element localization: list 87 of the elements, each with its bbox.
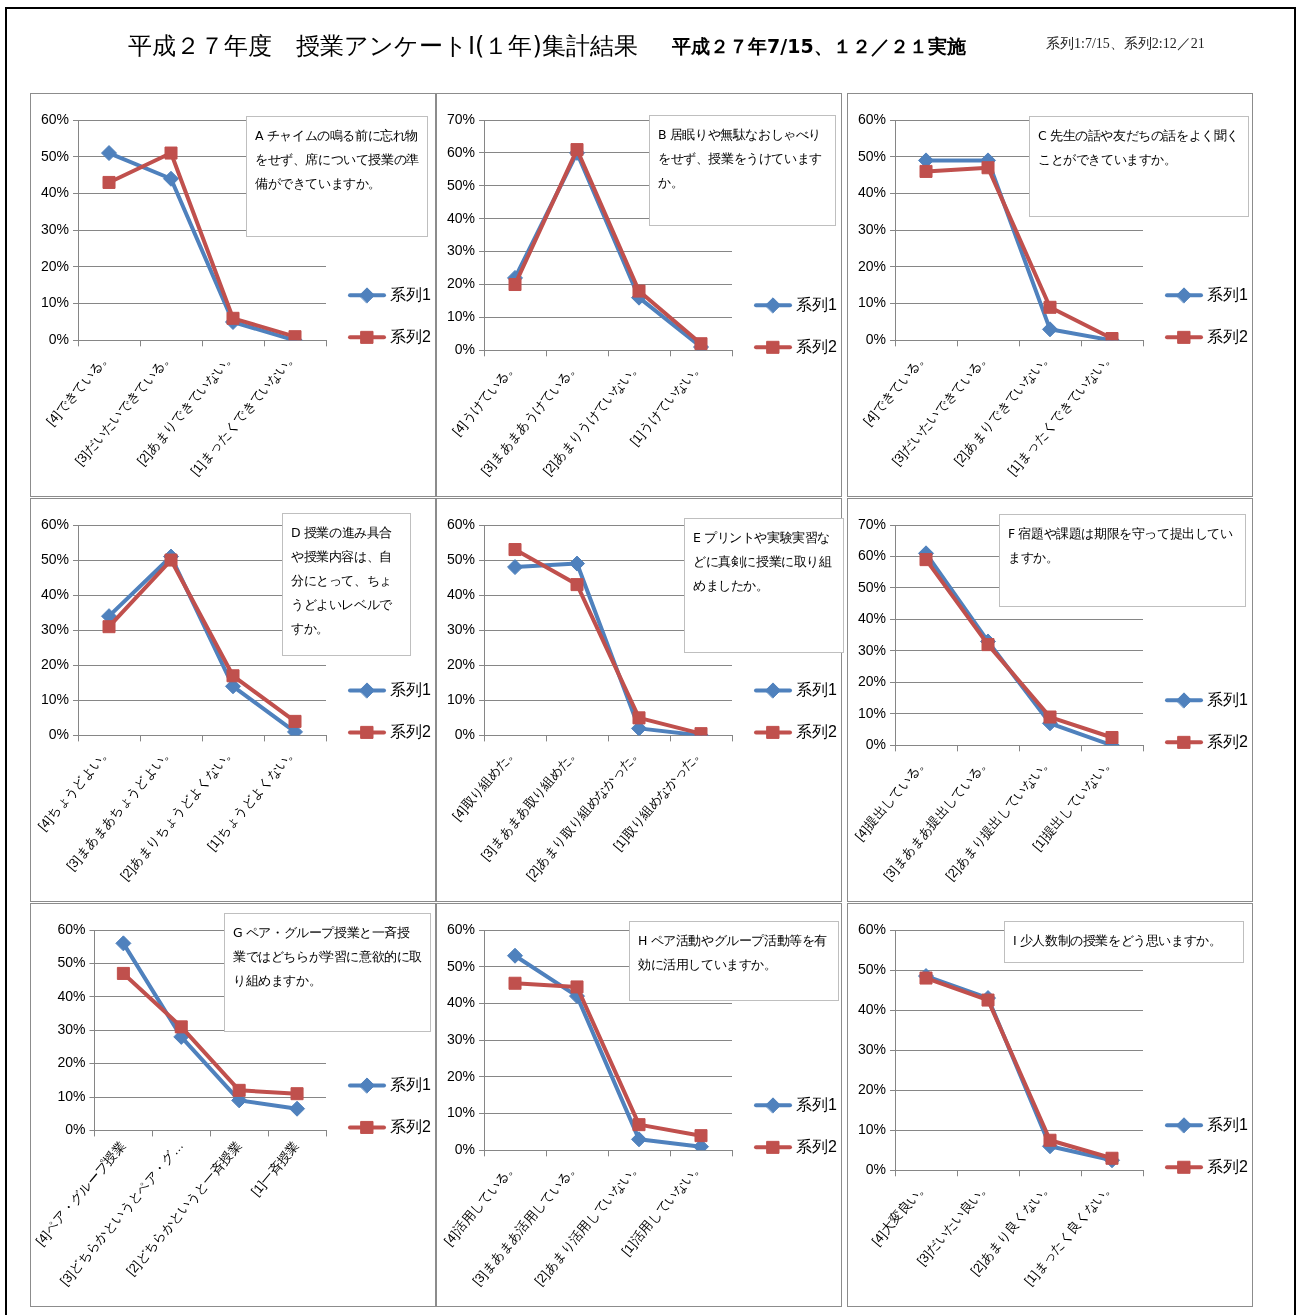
legend-label: 系列2: [1207, 327, 1248, 345]
y-tick-label: 60%: [446, 920, 476, 937]
y-tick-label: 0%: [454, 726, 476, 743]
y-tick-label: 50%: [40, 550, 70, 567]
y-tick-label: 20%: [57, 1054, 86, 1071]
y-tick-label: 30%: [40, 221, 70, 238]
y-tick-label: 40%: [446, 209, 476, 226]
y-tick-label: 30%: [446, 621, 476, 638]
legend-label: 系列2: [1207, 732, 1248, 750]
legend-label: 系列2: [390, 327, 431, 345]
y-tick-label: 50%: [57, 954, 86, 971]
y-tick-label: 60%: [857, 547, 887, 564]
y-tick-label: 20%: [857, 257, 887, 274]
legend-label: 系列1: [390, 680, 431, 698]
y-tick-label: 40%: [446, 994, 476, 1011]
x-tick-label: [1]一斉授業: [247, 1138, 303, 1199]
y-tick-label: 10%: [446, 1104, 476, 1121]
y-tick-label: 10%: [446, 308, 476, 325]
y-tick-label: 20%: [446, 656, 476, 673]
y-tick-label: 0%: [65, 1121, 86, 1138]
y-tick-label: 20%: [446, 1067, 476, 1084]
y-tick-label: 30%: [857, 221, 887, 238]
y-tick-label: 10%: [40, 294, 70, 311]
y-tick-label: 40%: [857, 1000, 887, 1017]
legend-label: 系列1: [796, 1095, 837, 1113]
text: 平成２７年度 授業アンケートⅠ(１年)集計結果: [128, 31, 638, 62]
y-tick-label: 50%: [857, 578, 887, 595]
y-tick-label: 30%: [446, 242, 476, 259]
y-tick-label: 50%: [857, 960, 887, 977]
legend-label: 系列1: [796, 680, 837, 698]
legend-label: 系列1: [390, 1075, 431, 1093]
y-tick-label: 50%: [446, 176, 476, 193]
legend-label: 系列1: [1207, 1115, 1248, 1133]
y-tick-label: 0%: [48, 726, 70, 743]
y-tick-label: 60%: [40, 515, 70, 532]
y-tick-label: 0%: [454, 341, 476, 358]
y-tick-label: 60%: [446, 143, 476, 160]
y-tick-label: 10%: [446, 691, 476, 708]
legend-label: 系列2: [796, 722, 837, 740]
y-tick-label: 20%: [446, 275, 476, 292]
y-tick-label: 40%: [857, 184, 887, 201]
y-tick-label: 0%: [48, 331, 70, 348]
text: 系列1:7/15、系列2:12／21: [1046, 35, 1205, 53]
y-tick-label: 0%: [865, 331, 887, 348]
y-tick-label: 50%: [40, 147, 70, 164]
y-tick-label: 30%: [857, 1041, 887, 1057]
legend-label: 系列1: [1207, 285, 1248, 303]
y-tick-label: 10%: [57, 1087, 86, 1104]
y-tick-label: 60%: [446, 515, 476, 532]
y-tick-label: 60%: [857, 920, 887, 937]
y-tick-label: 0%: [865, 1161, 887, 1178]
text: 平成２７年7/15、１２／２１実施: [672, 34, 966, 59]
y-tick-label: 70%: [857, 515, 887, 532]
y-tick-label: 10%: [857, 704, 887, 721]
y-tick-label: 40%: [40, 184, 70, 201]
y-tick-label: 60%: [57, 920, 86, 937]
y-tick-label: 10%: [40, 691, 70, 708]
y-tick-label: 30%: [446, 1031, 476, 1048]
y-tick-label: 20%: [40, 656, 70, 673]
y-tick-label: 70%: [446, 110, 476, 127]
y-tick-label: 60%: [40, 110, 70, 127]
legend-label: 系列2: [796, 337, 837, 355]
y-tick-label: 30%: [40, 621, 70, 638]
y-tick-label: 10%: [857, 1121, 887, 1138]
y-tick-label: 20%: [40, 257, 70, 274]
y-tick-label: 20%: [857, 673, 887, 690]
y-tick-label: 0%: [865, 736, 887, 753]
y-tick-label: 30%: [857, 641, 887, 658]
y-tick-label: 40%: [40, 585, 70, 602]
y-tick-label: 0%: [454, 1141, 476, 1158]
y-tick-label: 50%: [857, 147, 887, 164]
y-tick-label: 60%: [857, 110, 887, 127]
legend-label: 系列2: [390, 1117, 431, 1135]
legend-label: 系列2: [390, 722, 431, 740]
y-tick-label: 50%: [446, 550, 476, 567]
legend-label: 系列1: [1207, 690, 1248, 708]
y-tick-label: 40%: [57, 987, 86, 1004]
legend-label: 系列2: [796, 1137, 837, 1155]
y-tick-label: 20%: [857, 1081, 887, 1098]
legend-label: 系列2: [1207, 1157, 1248, 1175]
legend-label: 系列1: [796, 295, 837, 313]
legend-label: 系列1: [390, 285, 431, 303]
y-tick-label: 40%: [857, 610, 887, 627]
y-tick-label: 10%: [857, 294, 887, 311]
y-tick-label: 50%: [446, 957, 476, 974]
y-tick-label: 30%: [57, 1021, 86, 1038]
y-tick-label: 40%: [446, 585, 476, 602]
